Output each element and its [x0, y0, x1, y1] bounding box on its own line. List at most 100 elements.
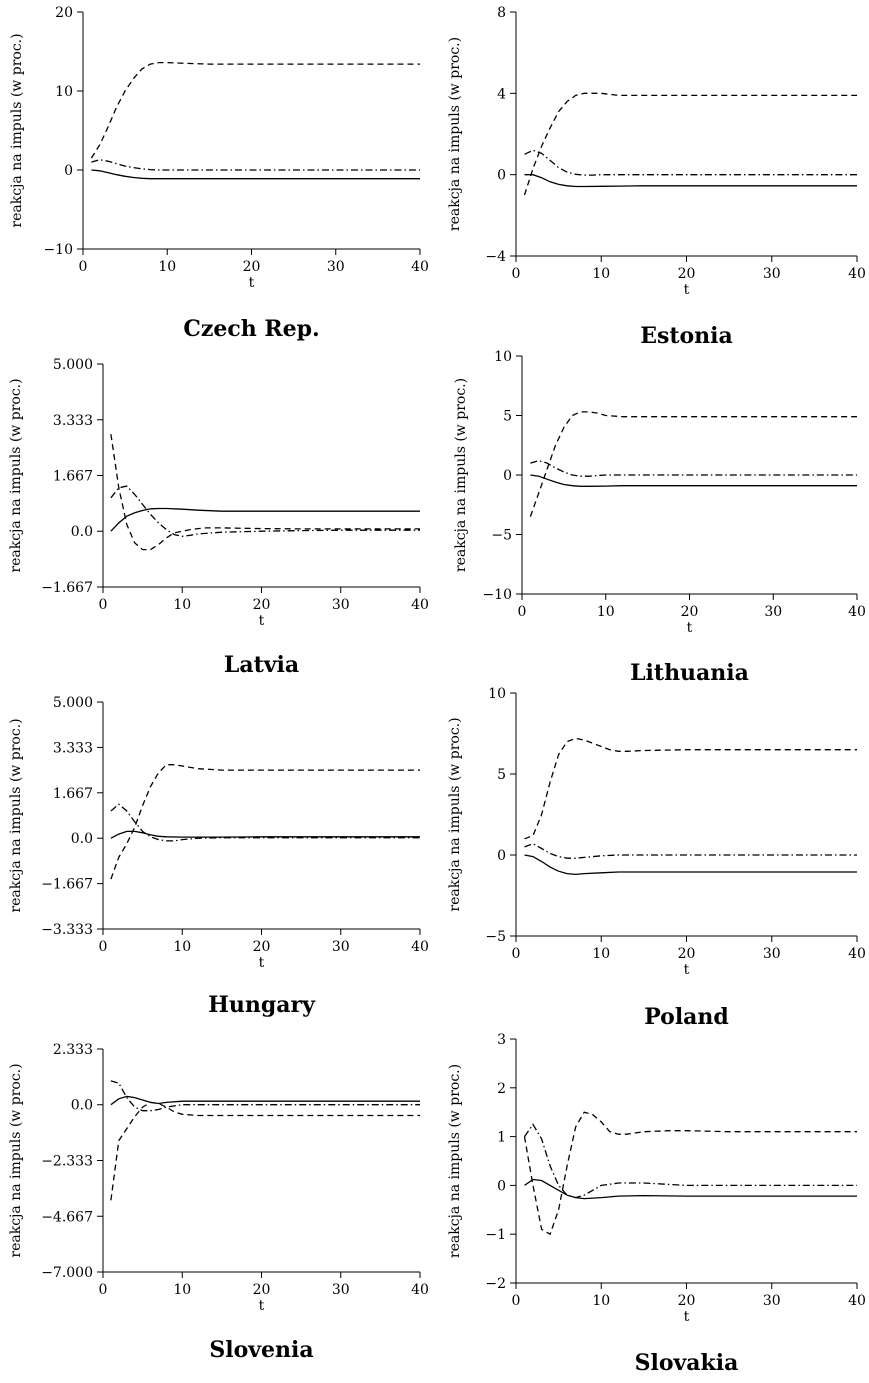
y-tick-label: 0.0: [71, 831, 93, 847]
x-axis-label: t: [684, 282, 690, 298]
x-tick-label: 30: [763, 266, 781, 282]
y-tick-label: −5: [491, 528, 512, 544]
series-line-dashed: [110, 434, 420, 551]
x-axis-label: t: [687, 620, 693, 636]
y-axis-label: reakcja na impuls (w proc.): [8, 378, 24, 572]
panel-title: Slovakia: [635, 1350, 739, 1376]
x-tick-label: 10: [173, 939, 191, 955]
series-line-dashed: [110, 1101, 420, 1201]
x-tick-label: 30: [332, 939, 350, 955]
series-line-dashdot: [530, 460, 857, 477]
y-tick-label: 20: [55, 5, 73, 21]
y-tick-label: 0: [497, 168, 506, 184]
y-tick-label: −1: [485, 1227, 506, 1243]
chart-panel: −10 −5 0 5 10 0 10 20 30 40 t reakcja na impuls (w …: [453, 349, 866, 686]
y-tick-label: −1.667: [41, 877, 93, 893]
y-tick-label: 3.333: [53, 413, 93, 429]
x-tick-label: 10: [173, 1282, 191, 1298]
series-line-solid: [91, 169, 420, 180]
series-line-dashdot: [110, 803, 420, 842]
x-tick-label: 20: [678, 1293, 696, 1309]
panel-title: Czech Rep.: [183, 316, 319, 342]
x-tick-label: 40: [848, 266, 866, 282]
y-tick-label: −1.667: [41, 580, 93, 596]
y-tick-label: 0: [497, 848, 506, 864]
series-line-dashdot: [110, 1080, 420, 1112]
y-tick-label: 2: [497, 1081, 506, 1097]
x-tick-label: 40: [411, 1282, 429, 1298]
x-tick-label: 40: [411, 597, 429, 613]
y-tick-label: −5: [485, 929, 506, 945]
panel-title: Estonia: [640, 323, 733, 349]
series-line-dashdot: [524, 842, 857, 859]
series-line-solid: [524, 174, 857, 188]
series-line-solid: [110, 507, 420, 532]
series-line-dashed: [529, 411, 857, 517]
y-tick-label: −4.667: [41, 1209, 93, 1225]
x-tick-label: 40: [848, 1293, 866, 1309]
y-tick-label: 1.667: [53, 786, 93, 802]
x-tick-label: 20: [243, 259, 261, 275]
x-tick-label: 40: [848, 604, 866, 620]
series-line-dashed: [110, 764, 420, 880]
x-tick-label: 20: [681, 604, 699, 620]
y-tick-label: 1: [497, 1130, 506, 1146]
x-tick-label: 20: [253, 1282, 271, 1298]
y-tick-label: 0: [497, 1178, 506, 1194]
panel-title: Poland: [644, 1004, 729, 1030]
panel-title: Slovenia: [209, 1337, 313, 1363]
x-tick-label: 0: [512, 266, 521, 282]
chart-panel: −1.667 0.0 1.667 3.333 5.000 0 10 20 30 40 t reakcj…: [8, 357, 429, 678]
y-tick-label: 4: [497, 86, 506, 102]
y-tick-label: 0.0: [71, 1098, 93, 1114]
x-tick-label: 10: [592, 1293, 610, 1309]
x-tick-label: 30: [763, 1293, 781, 1309]
y-axis-label: reakcja na impuls (w proc.): [8, 1063, 24, 1257]
chart-panel: −5 0 5 10 0 10 20 30 40 t reakcja na impuls (w pro…: [447, 686, 866, 1030]
y-tick-label: 5: [497, 767, 506, 783]
y-axis-label: reakcja na impuls (w proc.): [9, 33, 25, 227]
y-tick-label: 5.000: [53, 357, 93, 373]
series-line-solid: [110, 1095, 420, 1106]
chart-panel: −4 0 4 8 0 10 20 30 40 t reakcja na impuls (w proc…: [447, 5, 866, 349]
series-line-dashdot: [523, 1123, 857, 1199]
y-axis-label: reakcja na impuls (w proc.): [447, 717, 463, 911]
y-axis-label: reakcja na impuls (w proc.): [447, 37, 463, 231]
x-tick-label: 10: [592, 946, 610, 962]
y-tick-label: −10: [43, 242, 73, 258]
series-line-dashed: [523, 92, 857, 196]
y-tick-label: 8: [497, 5, 506, 21]
y-axis-label: reakcja na impuls (w proc.): [447, 1064, 463, 1258]
y-tick-label: 10: [55, 84, 73, 100]
y-tick-label: 0: [503, 468, 512, 484]
chart-panel: −7.000 −4.667 −2.333 0.0 2.333 0 10 20 30 40 t reak…: [8, 1042, 429, 1363]
x-tick-label: 10: [158, 259, 176, 275]
y-tick-label: 0: [64, 163, 73, 179]
x-axis-label: t: [259, 1298, 265, 1314]
chart-panel: −10 0 10 20 0 10 20 30 40 t reakcja na impuls (w p…: [9, 5, 429, 342]
series-line-dashed: [524, 737, 857, 840]
x-tick-label: 0: [518, 604, 527, 620]
x-tick-label: 20: [253, 597, 271, 613]
x-tick-label: 30: [327, 259, 345, 275]
y-tick-label: −2: [485, 1276, 506, 1292]
y-tick-label: 10: [494, 349, 512, 365]
x-axis-label: t: [684, 1309, 690, 1325]
chart-panel: −3.333 −1.667 0.0 1.667 3.333 5.000 0 10 20 30 40 t…: [8, 695, 429, 1018]
x-tick-label: 20: [678, 946, 696, 962]
y-tick-label: 3.333: [53, 740, 93, 756]
series-line-dashdot: [524, 149, 857, 176]
x-tick-label: 0: [512, 946, 521, 962]
y-tick-label: 3: [497, 1032, 506, 1048]
series-line-dashdot: [91, 159, 420, 171]
y-tick-label: −3.333: [41, 922, 93, 938]
x-tick-label: 0: [512, 1293, 521, 1309]
x-tick-label: 10: [597, 604, 615, 620]
x-tick-label: 10: [173, 597, 191, 613]
x-tick-label: 10: [592, 266, 610, 282]
x-axis-label: t: [259, 955, 265, 971]
series-line-dashed: [90, 61, 420, 159]
x-tick-label: 40: [411, 259, 429, 275]
